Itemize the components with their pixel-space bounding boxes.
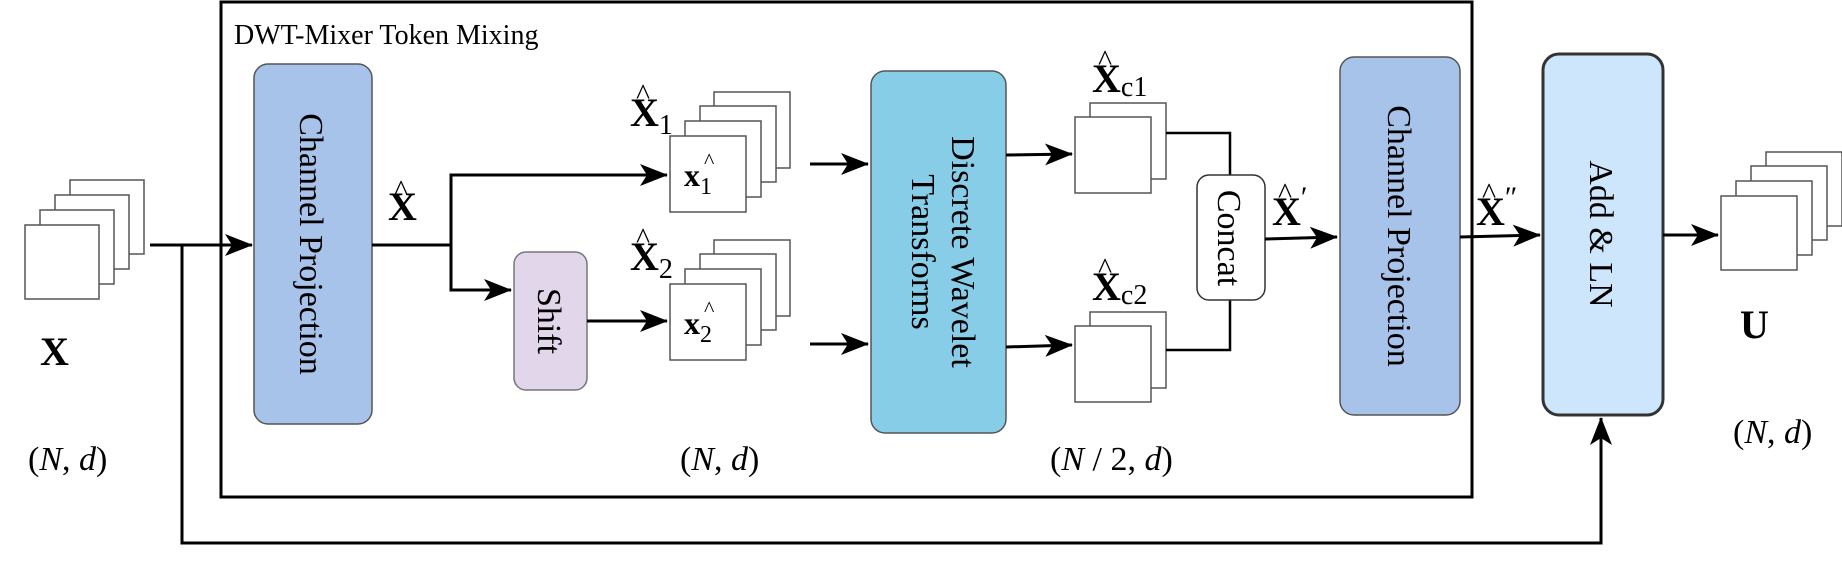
x-dprime-label: X″ bbox=[1476, 181, 1517, 234]
x-prime-label: X′ bbox=[1272, 181, 1307, 234]
arrow-cp2-to-addln bbox=[1459, 224, 1541, 247]
dwt-block bbox=[870, 70, 1007, 434]
arrow-dwt-to-xc1 bbox=[1005, 143, 1073, 166]
arrow-dwt-to-xc2 bbox=[1005, 334, 1073, 357]
x-dprime-caret: ^ bbox=[1482, 177, 1496, 210]
arrow-lower-branch bbox=[449, 245, 512, 301]
x-hat-2-label: X2 bbox=[630, 234, 673, 285]
shift-label: Shift bbox=[530, 288, 567, 355]
concat-label: Concat bbox=[1210, 190, 1247, 287]
x-c2-caret: ^ bbox=[1098, 252, 1112, 285]
small-x2-caret: ^ bbox=[704, 296, 715, 321]
module-title: DWT-Mixer Token Mixing bbox=[234, 20, 538, 51]
line-xc1-to-concat bbox=[1166, 131, 1232, 175]
x-c1-stack bbox=[1074, 102, 1167, 194]
small-x1-caret: ^ bbox=[704, 148, 715, 173]
x-c2-stack bbox=[1074, 311, 1167, 403]
residual-connection bbox=[180, 245, 1612, 545]
mid-dims: (N, d) bbox=[680, 441, 759, 478]
dwt-label-line2: Transforms bbox=[904, 174, 941, 330]
x-hat-1-label: X1 bbox=[630, 90, 673, 141]
x-hat-1-stack bbox=[669, 91, 791, 213]
x-c1-label: Xc1 bbox=[1092, 56, 1147, 103]
input-dims: (N, d) bbox=[28, 441, 107, 478]
input-tensor-stack bbox=[24, 179, 145, 300]
x-hat-2-caret: ^ bbox=[636, 222, 650, 255]
x-hat-2-stack bbox=[669, 239, 791, 361]
output-dims: (N, d) bbox=[1733, 414, 1812, 451]
dwt-label-line1: Discrete Wavelet bbox=[944, 136, 981, 368]
x-hat-label: X bbox=[388, 184, 417, 229]
x-hat-caret: ^ bbox=[394, 174, 408, 207]
small-x1-label: x1 bbox=[684, 157, 712, 200]
small-x2-label: x2 bbox=[684, 305, 712, 348]
channel-projection-label-2: Channel Projection bbox=[1380, 105, 1417, 367]
x-c1-caret: ^ bbox=[1098, 44, 1112, 77]
arrow-upper-branch bbox=[372, 164, 668, 247]
x-c2-label: Xc2 bbox=[1092, 264, 1147, 311]
x-hat-1-caret: ^ bbox=[636, 78, 650, 111]
output-tensor-stack bbox=[1720, 151, 1842, 271]
line-xc2-to-concat bbox=[1166, 300, 1232, 352]
half-dims: (N / 2, d) bbox=[1050, 441, 1173, 478]
channel-projection-label-1: Channel Projection bbox=[292, 113, 329, 375]
input-label: X bbox=[40, 329, 69, 374]
add-ln-label: Add & LN bbox=[1582, 160, 1619, 307]
arrow-concat-to-cp2 bbox=[1264, 226, 1338, 249]
token-mixing-frame bbox=[219, 0, 1474, 499]
x-prime-caret: ^ bbox=[1278, 177, 1292, 210]
output-label: U bbox=[1740, 302, 1769, 347]
